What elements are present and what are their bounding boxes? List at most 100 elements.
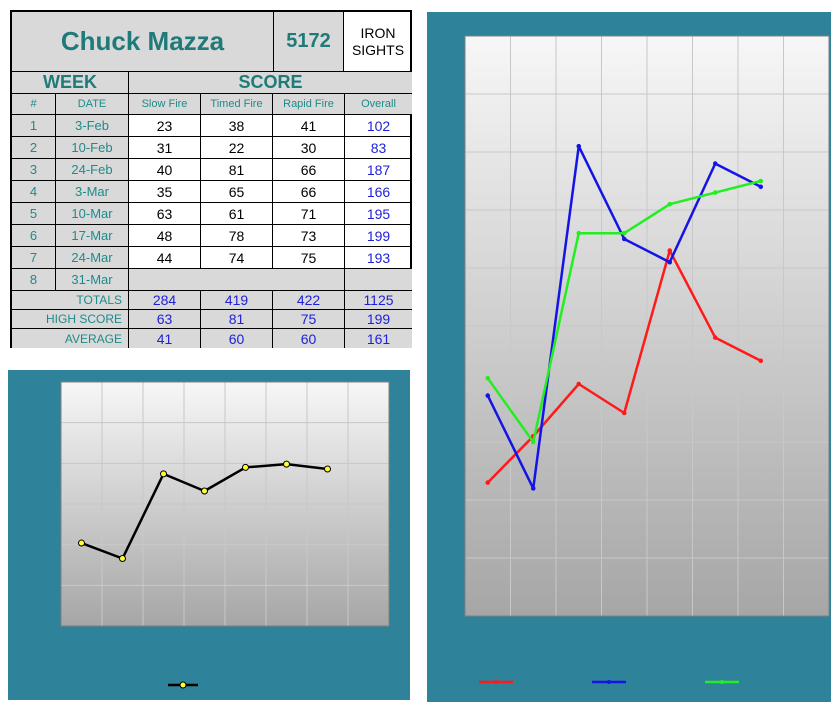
high-score-label: HIGH SCORE	[12, 310, 129, 329]
data-point-rapid	[576, 230, 582, 236]
data-point-overall	[201, 487, 208, 495]
data-point-rapid	[758, 178, 764, 184]
average-rapid: 60	[273, 329, 345, 348]
high-score-rapid: 75	[273, 310, 345, 329]
data-point-slow	[621, 410, 627, 416]
shooter-name-cell: Chuck Mazza	[12, 12, 274, 72]
week-header: WEEK	[43, 72, 97, 92]
high-score-overall: 199	[345, 310, 412, 329]
sight-type-cell: IRON SIGHTS	[344, 12, 412, 72]
data-point-overall	[160, 470, 167, 478]
col-number-header: #	[12, 94, 56, 115]
data-point-timed	[712, 161, 718, 166]
sight-type-line2: SIGHTS	[351, 41, 405, 58]
data-point-slow	[576, 381, 582, 387]
totals-label: TOTALS	[12, 291, 129, 310]
overall-chart	[60, 381, 390, 689]
data-point-timed	[530, 486, 536, 491]
average-timed: 60	[201, 329, 273, 348]
row-overall: 199	[345, 225, 412, 247]
data-point-rapid	[485, 375, 491, 381]
data-point-timed	[667, 259, 673, 265]
legend-marker	[494, 680, 498, 684]
row-timed: 65	[201, 181, 273, 203]
row-number: 8	[12, 269, 56, 291]
overall-chart-panel	[8, 370, 410, 700]
row-slow: 44	[129, 247, 201, 269]
row-date: 31-Mar	[56, 269, 129, 291]
data-point-overall	[119, 554, 126, 562]
col-rapid-header: Rapid Fire	[273, 94, 345, 115]
data-point-slow	[758, 358, 764, 364]
data-point-overall	[283, 460, 290, 468]
row-slow: 48	[129, 225, 201, 247]
col-timed-header: Timed Fire	[201, 94, 273, 115]
data-point-overall	[242, 463, 249, 471]
shooter-name: Chuck Mazza	[60, 26, 225, 56]
average-overall: 161	[345, 329, 412, 348]
sight-type: IRON SIGHTS	[352, 25, 404, 59]
col-overall-header: Overall	[345, 94, 412, 115]
row-date: 17-Mar	[56, 225, 129, 247]
row-overall: 102	[345, 115, 412, 137]
data-point-timed	[485, 393, 491, 398]
data-point-timed	[621, 236, 627, 242]
row-date: 24-Mar	[56, 247, 129, 269]
row-overall	[345, 269, 412, 291]
data-point-slow	[712, 335, 718, 340]
data-point-rapid	[712, 190, 718, 195]
col-slow-header: Slow Fire	[129, 94, 201, 115]
row-date: 10-Feb	[56, 137, 129, 159]
row-rapid: 75	[273, 247, 345, 269]
score-header-cell: SCORE	[129, 72, 412, 94]
row-number: 3	[12, 159, 56, 181]
row-rapid: 73	[273, 225, 345, 247]
sight-type-line1: IRON	[360, 24, 396, 41]
stage-chart-panel	[427, 12, 831, 702]
totals-slow: 284	[129, 291, 201, 310]
row-slow: 31	[129, 137, 201, 159]
average-label: AVERAGE	[12, 329, 129, 348]
row-overall: 195	[345, 203, 412, 225]
row-timed: 74	[201, 247, 273, 269]
data-point-rapid	[621, 230, 627, 236]
row-rapid: 30	[273, 137, 345, 159]
row-number: 4	[12, 181, 56, 203]
row-slow: 23	[129, 115, 201, 137]
row-timed: 61	[201, 203, 273, 225]
row-timed: 78	[201, 225, 273, 247]
data-point-rapid	[667, 201, 673, 207]
totals-rapid: 422	[273, 291, 345, 310]
data-point-slow	[485, 480, 491, 485]
row-rapid: 66	[273, 159, 345, 181]
data-point-timed	[758, 184, 764, 190]
plot-border	[60, 381, 390, 627]
row-rapid: 71	[273, 203, 345, 225]
row-date: 3-Feb	[56, 115, 129, 137]
row-number: 6	[12, 225, 56, 247]
data-point-rapid	[530, 439, 536, 445]
row-overall: 166	[345, 181, 412, 203]
row-number: 5	[12, 203, 56, 225]
data-point-timed	[576, 143, 582, 149]
score-sheet: Chuck Mazza 5172 IRON SIGHTS WEEK SCORE …	[10, 10, 412, 348]
row-overall: 83	[345, 137, 412, 159]
legend-marker	[720, 680, 724, 684]
score-header: SCORE	[238, 72, 303, 92]
data-point-overall	[78, 539, 85, 547]
high-score-timed: 81	[201, 310, 273, 329]
legend-marker	[179, 681, 187, 689]
plot-border	[464, 35, 830, 617]
row-timed: 81	[201, 159, 273, 181]
row-timed: 38	[201, 115, 273, 137]
row-number: 1	[12, 115, 56, 137]
legend-marker	[607, 680, 611, 684]
high-score-slow: 63	[129, 310, 201, 329]
col-date-header: DATE	[56, 94, 129, 115]
row-rapid: 41	[273, 115, 345, 137]
row-slow: 35	[129, 181, 201, 203]
row-number: 2	[12, 137, 56, 159]
week-header-cell: WEEK	[12, 72, 129, 94]
shooter-id-cell: 5172	[274, 12, 344, 72]
row-overall: 193	[345, 247, 412, 269]
